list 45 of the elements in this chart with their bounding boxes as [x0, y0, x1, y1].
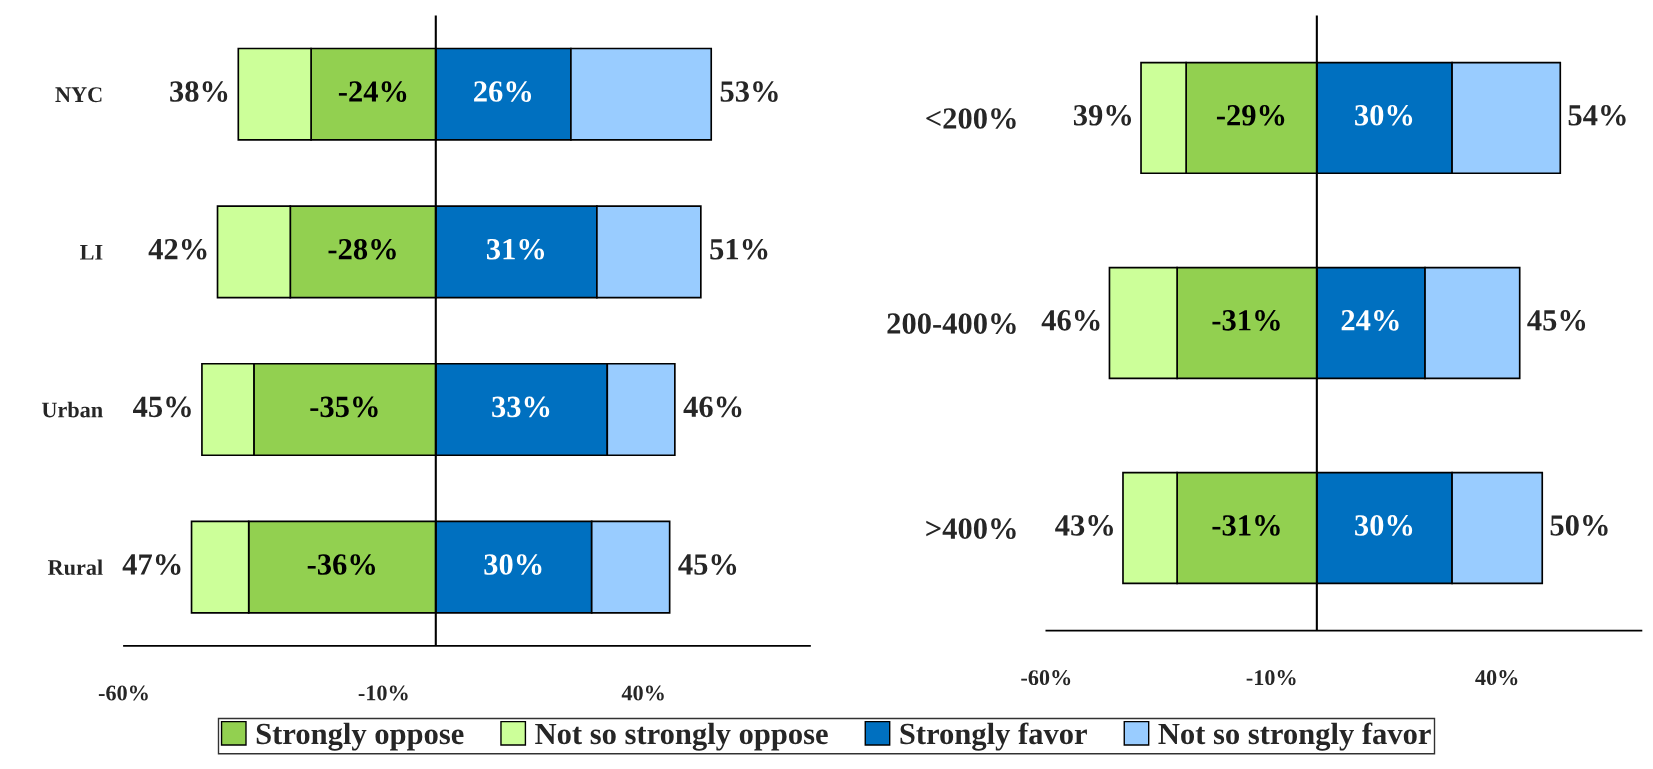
text: 45%	[133, 396, 191, 418]
data-label: -31%	[1212, 310, 1280, 331]
text: 38%	[170, 81, 228, 102]
x-tick-label: 40%	[621, 685, 664, 701]
data-label: -29%	[1216, 104, 1285, 126]
legend-label: Not so strongly oppose	[535, 722, 828, 751]
y-tick-label: NYC	[55, 87, 102, 103]
x-tick-label: -60%	[1021, 670, 1071, 686]
data-label: 33%	[492, 396, 550, 418]
text: 46%	[683, 396, 742, 418]
y-tick-label: 200-400%	[887, 313, 1016, 334]
data-label: -24%	[338, 81, 407, 102]
text: 46%	[1041, 310, 1100, 331]
data-label: -28%	[328, 238, 396, 260]
y-tick-label: <200%	[926, 108, 1016, 129]
y-tick-label: LI	[80, 245, 103, 260]
data-label: 30%	[1355, 515, 1413, 536]
data-label: -35%	[310, 396, 378, 418]
text: 45%	[1527, 310, 1586, 331]
text: 51%	[710, 238, 768, 260]
text: 50%	[1550, 515, 1608, 536]
text: 39%	[1073, 104, 1132, 126]
data-label: 30%	[484, 554, 542, 575]
x-tick-label: -60%	[98, 685, 148, 701]
x-tick-label: 40%	[1475, 670, 1518, 686]
y-tick-label: >400%	[926, 518, 1016, 540]
text: 42%	[148, 238, 207, 260]
text: 43%	[1055, 515, 1113, 536]
data-label: 24%	[1341, 310, 1399, 331]
x-tick-label: -10%	[1246, 670, 1296, 686]
data-label: -36%	[307, 554, 376, 575]
text: 53%	[720, 81, 778, 102]
data-label: -31%	[1212, 515, 1280, 536]
text: 45%	[678, 554, 737, 575]
text: 54%	[1568, 104, 1626, 126]
legend-label: Strongly favor	[900, 722, 1087, 751]
data-label: 31%	[486, 238, 545, 260]
data-label: 30%	[1355, 104, 1413, 126]
x-tick-label: -10%	[358, 685, 408, 701]
legend-label: Strongly oppose	[256, 722, 464, 751]
data-label: 26%	[474, 81, 532, 102]
y-tick-label: Rural	[47, 559, 103, 576]
text: 47%	[122, 554, 181, 575]
legend-label: Not so strongly favor	[1158, 722, 1431, 751]
y-tick-label: Urban	[41, 401, 103, 418]
